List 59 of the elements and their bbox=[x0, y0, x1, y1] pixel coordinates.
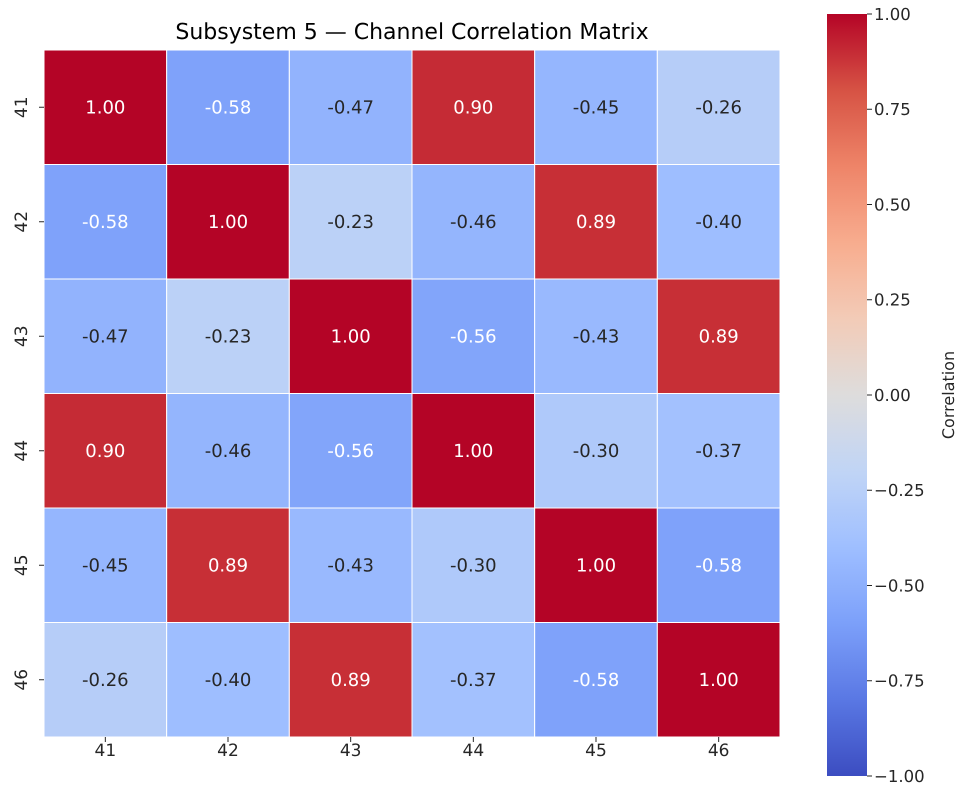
x-tick-label: 42 bbox=[217, 741, 239, 762]
data-label: -0.37 bbox=[450, 669, 497, 690]
data-label: 1.00 bbox=[698, 669, 739, 690]
data-label: 0.89 bbox=[698, 326, 739, 347]
x-tick-label: 43 bbox=[340, 741, 362, 762]
y-tick-label: 42 bbox=[12, 210, 32, 233]
data-label: -0.23 bbox=[327, 211, 374, 232]
x-tick-label: 45 bbox=[585, 741, 607, 762]
data-label: -0.58 bbox=[204, 96, 252, 118]
x-tick-label: 46 bbox=[708, 741, 730, 762]
color-bar-label: 1.00 bbox=[874, 4, 911, 24]
color-bar-label: −1.00 bbox=[874, 766, 925, 785]
x-tick-label: 41 bbox=[94, 741, 116, 762]
color-bar-label: −0.75 bbox=[874, 672, 925, 691]
y-tick-label: 44 bbox=[12, 440, 32, 462]
data-label: -0.45 bbox=[82, 554, 129, 576]
data-label: 0.90 bbox=[453, 96, 494, 118]
data-label: -0.30 bbox=[572, 440, 620, 462]
color-bar-title: Correlation bbox=[938, 350, 956, 440]
y-tick-label: 41 bbox=[12, 96, 32, 118]
y-tick-label: 43 bbox=[12, 325, 32, 348]
color-bar-label: 0.75 bbox=[874, 100, 911, 120]
x-tick-label: 44 bbox=[462, 741, 484, 762]
color-bar-label: −0.25 bbox=[874, 481, 925, 500]
y-tick-label: 46 bbox=[12, 668, 32, 691]
data-label: -0.30 bbox=[450, 554, 497, 576]
color-bar-label: −0.50 bbox=[874, 576, 925, 596]
data-label: -0.26 bbox=[695, 96, 742, 118]
data-label: -0.40 bbox=[695, 211, 742, 232]
chart-title: Subsystem 5 — Channel Correlation Matrix bbox=[174, 19, 650, 47]
data-label: -0.45 bbox=[572, 96, 620, 118]
data-label: -0.43 bbox=[572, 326, 620, 347]
data-label: -0.58 bbox=[572, 669, 620, 690]
data-label: -0.58 bbox=[82, 211, 129, 232]
data-label: -0.37 bbox=[695, 440, 742, 462]
color-bar-label: 0.00 bbox=[874, 386, 911, 405]
data-label: -0.56 bbox=[327, 440, 374, 462]
data-label: 1.00 bbox=[85, 96, 126, 118]
data-label: -0.46 bbox=[204, 440, 252, 462]
data-label: -0.47 bbox=[82, 326, 129, 347]
data-label: -0.56 bbox=[450, 326, 497, 347]
data-label: 0.89 bbox=[208, 554, 248, 576]
data-label: -0.47 bbox=[327, 96, 374, 118]
data-label: 0.89 bbox=[576, 211, 616, 232]
data-label: 1.00 bbox=[330, 326, 371, 347]
color-bar-label: 0.50 bbox=[874, 195, 911, 214]
data-label: 1.00 bbox=[453, 440, 494, 462]
color-bar-label: 0.25 bbox=[874, 290, 911, 310]
data-label: -0.43 bbox=[327, 554, 374, 576]
data-label: -0.23 bbox=[204, 326, 252, 347]
data-label: -0.40 bbox=[204, 669, 252, 690]
y-tick-label: 45 bbox=[12, 554, 32, 576]
data-label: 1.00 bbox=[576, 554, 616, 576]
data-label: 1.00 bbox=[208, 211, 248, 232]
data-label: 0.90 bbox=[85, 440, 126, 462]
data-label: -0.58 bbox=[695, 554, 742, 576]
data-label: -0.46 bbox=[450, 211, 497, 232]
data-label: -0.26 bbox=[82, 669, 129, 690]
data-label: 0.89 bbox=[330, 669, 371, 690]
